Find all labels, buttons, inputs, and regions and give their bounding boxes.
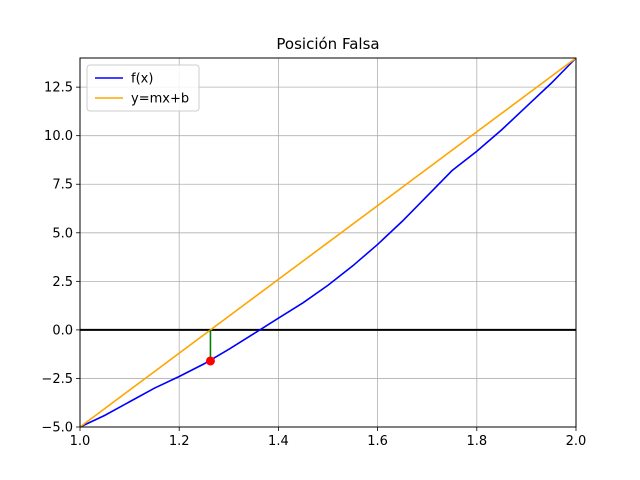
y-tick-label: −2.5 <box>41 372 73 387</box>
chart-title: Posición Falsa <box>276 35 379 53</box>
x-tick-label: 1.0 <box>70 434 91 449</box>
series-line-fx <box>79 57 577 428</box>
plot-area: 1.0 1.2 1.4 1.6 1.8 2.0 −5.0 −2.5 0.0 2.5 5.0 7.5 10… <box>41 57 587 449</box>
y-tick-label: 5.0 <box>52 226 73 241</box>
y-tick-label: 2.5 <box>52 275 73 290</box>
y-tick-label: −5.0 <box>41 421 73 436</box>
x-tick-label: 1.6 <box>367 434 388 449</box>
legend-label: f(x) <box>131 72 153 87</box>
series-line-secant <box>79 57 577 428</box>
x-tick-label: 2.0 <box>566 434 587 449</box>
x-tick-label: 1.2 <box>169 434 190 449</box>
y-tick-label: 12.5 <box>44 81 73 96</box>
x-tick-label: 1.4 <box>268 434 289 449</box>
legend-label: y=mx+b <box>131 92 189 107</box>
axes-frame <box>79 57 577 428</box>
y-tick-label: 0.0 <box>52 323 73 338</box>
legend: f(x) y=mx+b <box>86 64 200 112</box>
y-tick-label: 10.0 <box>44 129 73 144</box>
legend-box <box>86 64 200 112</box>
root-point <box>205 356 215 366</box>
x-tick-label: 1.8 <box>466 434 487 449</box>
y-tick-label: 7.5 <box>52 178 73 193</box>
